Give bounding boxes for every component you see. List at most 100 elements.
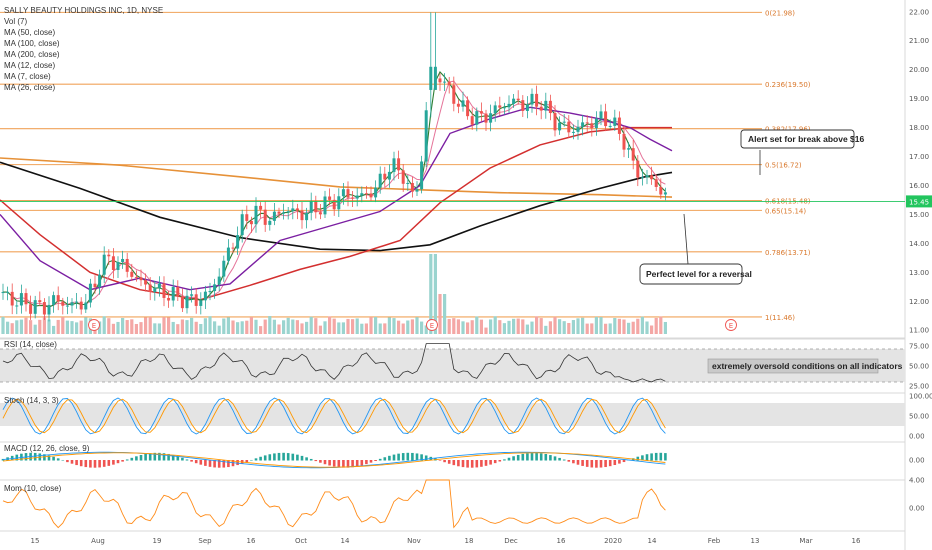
candle-body (88, 283, 92, 303)
macd-histogram-bar (75, 460, 78, 466)
volume-bar (502, 323, 506, 334)
macd-histogram-bar (530, 452, 534, 461)
candle-body (512, 98, 516, 104)
macd-title[interactable]: MACD (12, 26, close, 9) (4, 444, 90, 453)
candle-body (539, 106, 543, 111)
volume-bar (208, 316, 212, 334)
macd-histogram-bar (250, 459, 253, 461)
candle-body (259, 205, 263, 210)
earnings-marker-label: E (729, 322, 733, 330)
x-tick-label: 2020 (604, 537, 622, 545)
ma100-line (0, 161, 673, 252)
volume-bar (558, 319, 562, 334)
legend-ma200[interactable]: MA (200, close) (4, 50, 60, 59)
volume-bar (249, 317, 253, 334)
volume-bar (645, 321, 649, 334)
volume-bar (571, 320, 575, 334)
candle-body (33, 300, 37, 314)
annotation-oversold[interactable]: extremely oversold conditions on all ind… (707, 358, 903, 374)
stoch-title[interactable]: Stoch (14, 3, 3) (4, 396, 59, 405)
macd-histogram-bar (374, 460, 377, 462)
volume-bar (171, 321, 175, 334)
macd-histogram-bar (89, 460, 92, 468)
macd-histogram-bar (259, 456, 262, 461)
volume-bar (654, 317, 658, 334)
macd-histogram-bar (641, 455, 644, 461)
volume-bar (277, 324, 281, 334)
macd-histogram-bar (645, 454, 649, 461)
macd-histogram-bar (498, 460, 502, 462)
volume-bar (337, 322, 341, 334)
candle-body (571, 131, 575, 133)
candle-body (355, 195, 359, 199)
legend-ma100[interactable]: MA (100, close) (4, 39, 60, 48)
macd-histogram-bar (355, 460, 359, 467)
macd-histogram-bar (503, 459, 506, 461)
last-price-label: 15.45 (909, 198, 929, 206)
candle-body (300, 210, 304, 221)
volume-bar (493, 316, 497, 334)
candle-body (392, 158, 396, 172)
macd-histogram-bar (56, 458, 60, 461)
volume-bar (38, 319, 42, 334)
volume-bar (640, 316, 644, 334)
volume-bar (102, 316, 106, 334)
volume-bar (291, 319, 295, 334)
candle-body (502, 107, 506, 109)
candle-body (121, 258, 125, 262)
volume-bar (314, 318, 318, 334)
x-tick-label: 16 (247, 537, 256, 545)
candle-body (268, 220, 272, 225)
volume-bar (631, 321, 635, 334)
volume-bar (636, 318, 640, 334)
candle-body (645, 175, 649, 178)
volume-bar (456, 319, 460, 334)
candle-body (493, 105, 497, 114)
mom-title[interactable]: Mom (10, close) (4, 484, 62, 493)
volume-bar (19, 319, 23, 334)
macd-histogram-bar (112, 460, 115, 465)
legend-ma26[interactable]: MA (26, close) (4, 83, 55, 92)
candle-body (245, 214, 249, 221)
candle-body (341, 189, 345, 197)
legend-ma50[interactable]: MA (50, close) (4, 28, 55, 37)
macd-histogram-bar (516, 454, 520, 461)
y-tick-label: 20.00 (909, 66, 929, 74)
volume-bar (438, 294, 442, 334)
rsi-title[interactable]: RSI (14, close) (4, 340, 57, 349)
volume-bar (544, 325, 548, 334)
volume-bar (590, 323, 594, 334)
annotation-alert[interactable]: Alert set for break above $16 (740, 129, 864, 175)
volume-bar (397, 320, 401, 334)
macd-histogram-bar (572, 460, 575, 464)
macd-histogram-bar (144, 453, 147, 461)
candle-body (636, 160, 640, 178)
volume-bar (484, 327, 488, 334)
macd-histogram-bar (613, 460, 617, 466)
volume-bar (254, 319, 258, 334)
volume-bar (498, 320, 502, 334)
macd-histogram-bar (544, 454, 548, 461)
x-tick-label: Sep (198, 537, 212, 545)
legend-ma12[interactable]: MA (12, close) (4, 61, 55, 70)
annotation-reversal[interactable]: Perfect level for a reversal (639, 213, 752, 285)
volume-bar (447, 318, 451, 334)
legend-ma7[interactable]: MA (7, close) (4, 72, 51, 81)
x-tick-label: 14 (648, 537, 657, 545)
volume-bar (387, 317, 391, 334)
macd-histogram-bar (650, 453, 653, 461)
candle-body (640, 177, 644, 179)
volume-bar (535, 316, 539, 334)
volume-bar (479, 319, 483, 334)
volume-bar (194, 321, 198, 334)
candle-body (337, 196, 341, 210)
macd-histogram-bar (314, 460, 318, 462)
candle-body (443, 81, 447, 83)
volume-bar (415, 317, 419, 334)
macd-histogram-bar (553, 456, 557, 461)
candle-body (24, 293, 28, 305)
macd-histogram-bar (507, 457, 511, 461)
legend-vol[interactable]: Vol (7) (4, 17, 27, 26)
